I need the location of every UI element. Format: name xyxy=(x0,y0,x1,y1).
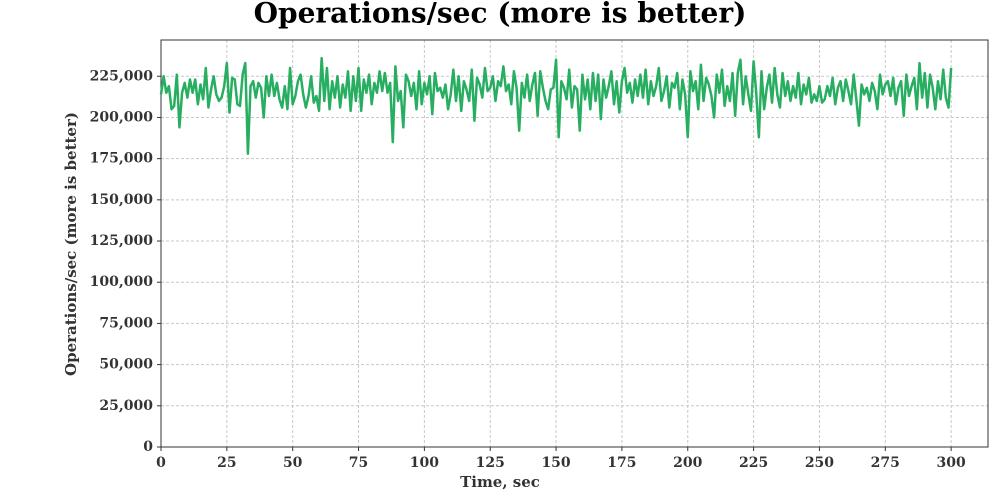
y-axis-label: Operations/sec (more is better) xyxy=(62,112,80,376)
x-tick-label: 50 xyxy=(283,455,303,471)
x-axis-label: Time, sec xyxy=(460,473,540,491)
x-tick-label: 75 xyxy=(349,455,368,471)
y-tick-label: 175,000 xyxy=(90,151,154,167)
y-tick-label: 225,000 xyxy=(90,68,154,84)
y-tick-label: 200,000 xyxy=(90,109,154,125)
y-tick-label: 25,000 xyxy=(99,398,153,414)
y-tick-label: 0 xyxy=(143,439,153,455)
y-tick-label: 125,000 xyxy=(90,233,154,249)
plot-frame xyxy=(160,39,989,448)
y-tick-label: 100,000 xyxy=(90,274,154,290)
x-tick-label: 175 xyxy=(607,455,636,471)
y-tick-label: 150,000 xyxy=(90,192,154,208)
y-tick-label: 50,000 xyxy=(99,357,153,373)
y-tick-label: 75,000 xyxy=(99,315,153,331)
x-tick-label: 150 xyxy=(541,455,570,471)
chart-title: Operations/sec (more is better) xyxy=(254,0,747,30)
x-tick-label: 200 xyxy=(673,455,702,471)
x-tick-label: 0 xyxy=(156,455,166,471)
data-line xyxy=(159,56,953,155)
x-tick-label: 300 xyxy=(937,455,966,471)
x-tick-label: 250 xyxy=(805,455,834,471)
x-tick-label: 100 xyxy=(410,455,439,471)
x-tick-label: 25 xyxy=(217,455,236,471)
x-tick-label: 275 xyxy=(871,455,900,471)
x-tick-label: 125 xyxy=(476,455,505,471)
x-tick-label: 225 xyxy=(739,455,768,471)
